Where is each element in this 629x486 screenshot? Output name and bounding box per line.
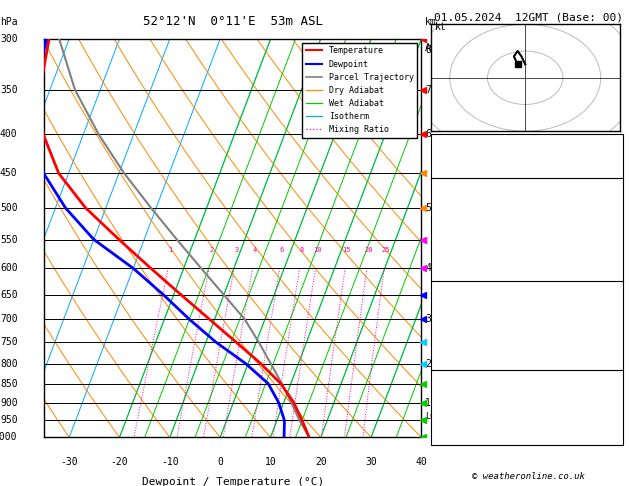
Text: Pressure (mb): Pressure (mb) [434, 298, 510, 308]
Text: 350: 350 [0, 85, 18, 95]
Text: 0: 0 [614, 328, 620, 337]
Text: 650: 650 [0, 290, 18, 300]
Text: 450: 450 [0, 168, 18, 178]
Text: 550: 550 [0, 235, 18, 244]
Text: 8: 8 [299, 247, 304, 253]
Text: 316: 316 [602, 225, 620, 234]
Text: 10: 10 [313, 247, 321, 253]
Text: 27: 27 [608, 136, 620, 146]
Text: Lifted Index: Lifted Index [434, 239, 504, 249]
Text: 20: 20 [364, 247, 373, 253]
Text: 77: 77 [608, 401, 620, 411]
Text: 282: 282 [602, 342, 620, 352]
Text: 1: 1 [425, 398, 431, 408]
Text: 500: 500 [0, 203, 18, 213]
Text: 48: 48 [608, 151, 620, 160]
Text: 3: 3 [234, 247, 238, 253]
Text: 25: 25 [381, 247, 390, 253]
Text: EH: EH [434, 387, 446, 397]
Text: 300: 300 [0, 34, 18, 44]
Text: 45: 45 [608, 387, 620, 397]
Text: 40: 40 [416, 457, 427, 468]
Text: CIN (J): CIN (J) [434, 268, 475, 278]
Text: CIN (J): CIN (J) [434, 357, 475, 366]
Text: 800: 800 [0, 359, 18, 368]
Text: 6: 6 [425, 129, 431, 139]
Text: ASL: ASL [425, 43, 443, 53]
Text: 0: 0 [614, 239, 620, 249]
Text: 1000: 1000 [0, 433, 18, 442]
Text: 850: 850 [0, 379, 18, 389]
Text: 700: 700 [0, 314, 18, 324]
Text: 0: 0 [614, 357, 620, 366]
Text: 2.46: 2.46 [596, 165, 620, 175]
Text: 2: 2 [425, 359, 431, 368]
Text: θₑ (K): θₑ (K) [434, 313, 469, 323]
Text: θₑ(K): θₑ(K) [434, 225, 464, 234]
Text: 2: 2 [209, 247, 213, 253]
Text: SREH: SREH [434, 401, 457, 411]
Text: Totals Totals: Totals Totals [434, 151, 510, 160]
Text: -30: -30 [60, 457, 78, 468]
Text: © weatheronline.co.uk: © weatheronline.co.uk [472, 472, 585, 481]
Text: Most Unstable: Most Unstable [489, 284, 565, 294]
Text: Dewp (°C): Dewp (°C) [434, 210, 487, 220]
Text: 4: 4 [253, 247, 257, 253]
Text: CAPE (J): CAPE (J) [434, 342, 481, 352]
Text: 15: 15 [343, 247, 351, 253]
Text: Mixing Ratio (g/kg): Mixing Ratio (g/kg) [452, 191, 460, 286]
Text: 01.05.2024  12GMT (Base: 00): 01.05.2024 12GMT (Base: 00) [434, 12, 623, 22]
Text: 316: 316 [602, 313, 620, 323]
Text: 1002: 1002 [596, 298, 620, 308]
Text: 17.7: 17.7 [596, 195, 620, 205]
Text: 30: 30 [365, 457, 377, 468]
Text: 6: 6 [279, 247, 284, 253]
Text: Lifted Index: Lifted Index [434, 328, 504, 337]
Text: 4: 4 [425, 263, 431, 273]
Text: kt: kt [435, 22, 447, 32]
Text: -10: -10 [161, 457, 179, 468]
Text: km: km [425, 17, 437, 27]
Text: 12.7: 12.7 [596, 210, 620, 220]
Text: 52°12'N  0°11'E  53m ASL: 52°12'N 0°11'E 53m ASL [143, 15, 323, 28]
Text: PW (cm): PW (cm) [434, 165, 475, 175]
Text: Dewpoint / Temperature (°C): Dewpoint / Temperature (°C) [142, 477, 324, 486]
Text: 5: 5 [425, 203, 431, 213]
Text: Temp (°C): Temp (°C) [434, 195, 487, 205]
Text: 0: 0 [217, 457, 223, 468]
Legend: Temperature, Dewpoint, Parcel Trajectory, Dry Adiabat, Wet Adiabat, Isotherm, Mi: Temperature, Dewpoint, Parcel Trajectory… [303, 43, 417, 138]
Text: 0: 0 [614, 268, 620, 278]
Text: 400: 400 [0, 129, 18, 139]
Text: 20: 20 [315, 457, 326, 468]
Text: 750: 750 [0, 337, 18, 347]
Text: 1: 1 [169, 247, 172, 253]
Text: 7: 7 [425, 85, 431, 95]
Text: -20: -20 [111, 457, 128, 468]
Text: 950: 950 [0, 416, 18, 425]
Text: K: K [434, 136, 440, 146]
Text: 900: 900 [0, 398, 18, 408]
Text: 282: 282 [602, 254, 620, 263]
Text: 20: 20 [608, 431, 620, 440]
Text: Surface: Surface [506, 181, 547, 191]
Text: CAPE (J): CAPE (J) [434, 254, 481, 263]
Text: 184°: 184° [596, 416, 620, 426]
Text: StmSpd (kt): StmSpd (kt) [434, 431, 499, 440]
Text: hPa: hPa [0, 17, 18, 27]
Text: StmDir: StmDir [434, 416, 469, 426]
Text: LCL: LCL [425, 413, 440, 421]
Text: 10: 10 [265, 457, 276, 468]
Text: 8: 8 [425, 45, 431, 55]
Text: 3: 3 [425, 314, 431, 324]
Text: Hodograph: Hodograph [500, 372, 554, 382]
Text: 600: 600 [0, 263, 18, 273]
